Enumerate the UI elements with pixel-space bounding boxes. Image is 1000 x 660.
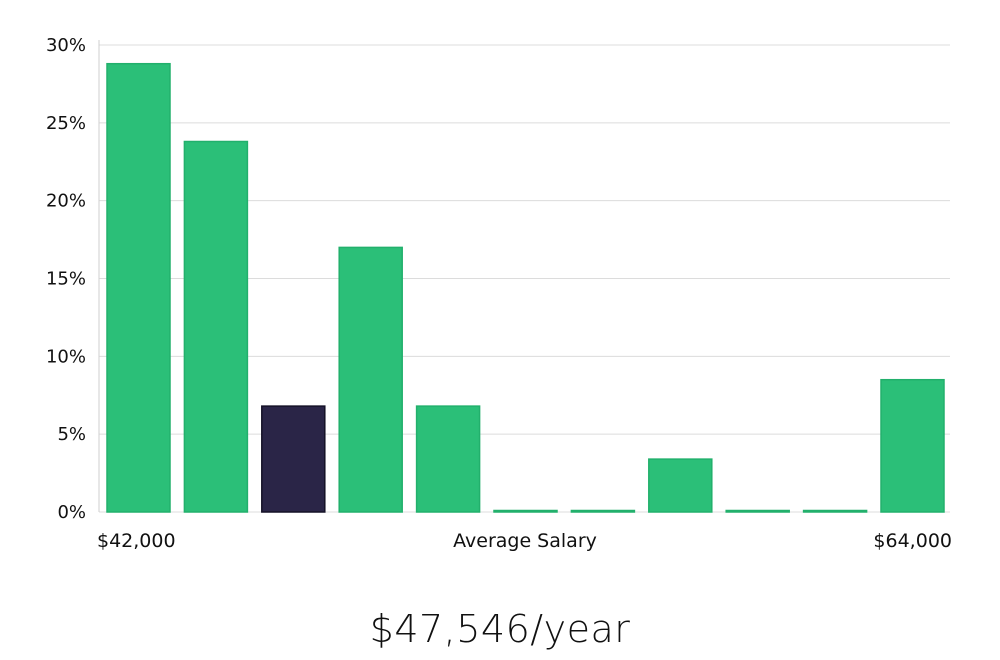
y-tick-label: 25% <box>46 113 86 134</box>
x-axis-title: Average Salary <box>453 530 597 552</box>
y-tick-label: 10% <box>46 346 86 367</box>
bar <box>106 62 171 513</box>
bar <box>415 405 481 513</box>
y-tick-label: 30% <box>46 35 86 56</box>
x-end-label: $64,000 <box>873 530 952 552</box>
bar <box>648 458 713 513</box>
bar <box>725 509 790 513</box>
x-start-label: $42,000 <box>97 530 176 552</box>
bar <box>880 378 945 513</box>
y-tick-label: 5% <box>57 424 86 445</box>
y-tick-label: 15% <box>46 269 86 290</box>
bar <box>493 509 558 513</box>
bar <box>802 509 868 513</box>
bar <box>183 140 249 513</box>
y-tick-label: 20% <box>46 191 86 212</box>
bar-highlighted <box>261 405 326 513</box>
average-salary-value: $47,546/year <box>369 607 631 651</box>
bars <box>106 62 945 513</box>
y-tick-label: 0% <box>57 502 86 523</box>
y-axis-ticks: 0% 5% 10% 15% 20% 25% 30% <box>46 35 86 523</box>
salary-chart: 0% 5% 10% 15% 20% 25% 30% $42,000 Average Sala… <box>46 35 952 552</box>
bar <box>570 509 636 513</box>
bar <box>338 246 403 513</box>
